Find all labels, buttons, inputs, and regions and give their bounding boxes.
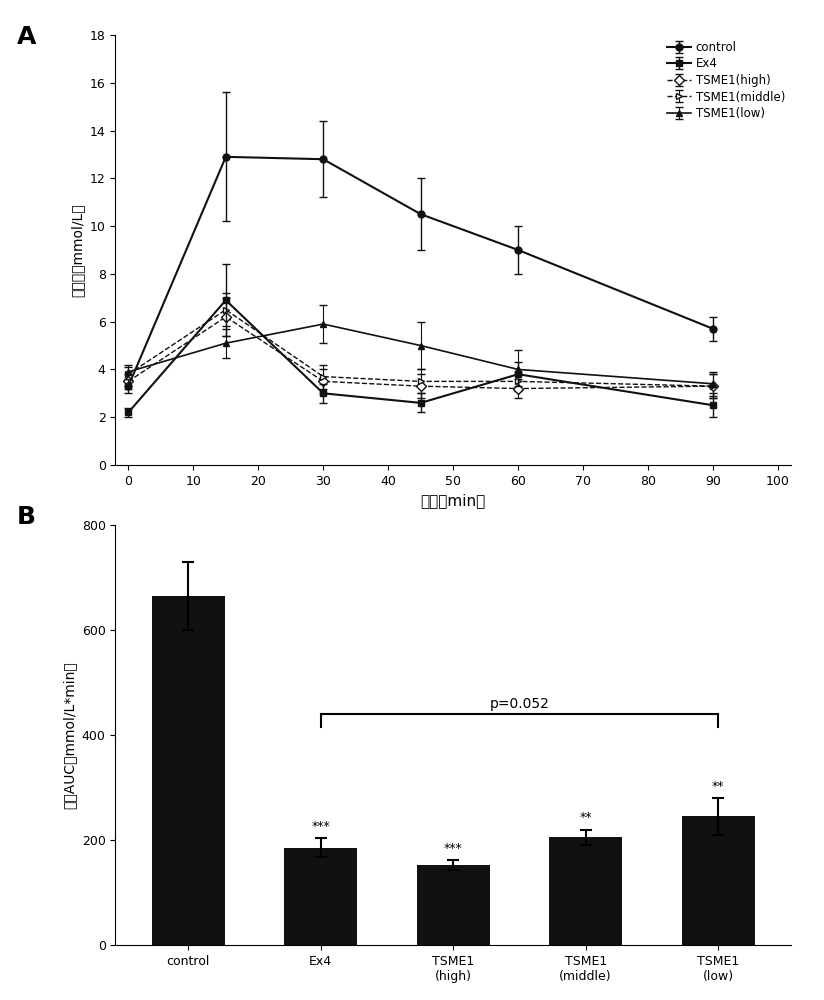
Legend: control, Ex4, TSME1(high), TSME1(middle), TSME1(low): control, Ex4, TSME1(high), TSME1(middle)… (667, 41, 785, 120)
Text: ***: *** (444, 842, 462, 855)
Bar (284, 848, 357, 945)
Bar (681, 816, 755, 945)
Y-axis label: 血糖AUC（mmol/L*min）: 血糖AUC（mmol/L*min） (62, 661, 76, 809)
Bar (550, 837, 622, 945)
Text: **: ** (579, 811, 592, 824)
Text: A: A (16, 25, 36, 49)
Text: ***: *** (311, 820, 330, 833)
Text: B: B (16, 505, 35, 529)
X-axis label: 时间（min）: 时间（min） (420, 493, 486, 508)
Y-axis label: 血糖浓（mmol/L）: 血糖浓（mmol/L） (70, 203, 84, 297)
Bar (417, 865, 489, 945)
Text: **: ** (712, 780, 724, 793)
Bar (152, 596, 225, 945)
Text: p=0.052: p=0.052 (489, 697, 550, 711)
